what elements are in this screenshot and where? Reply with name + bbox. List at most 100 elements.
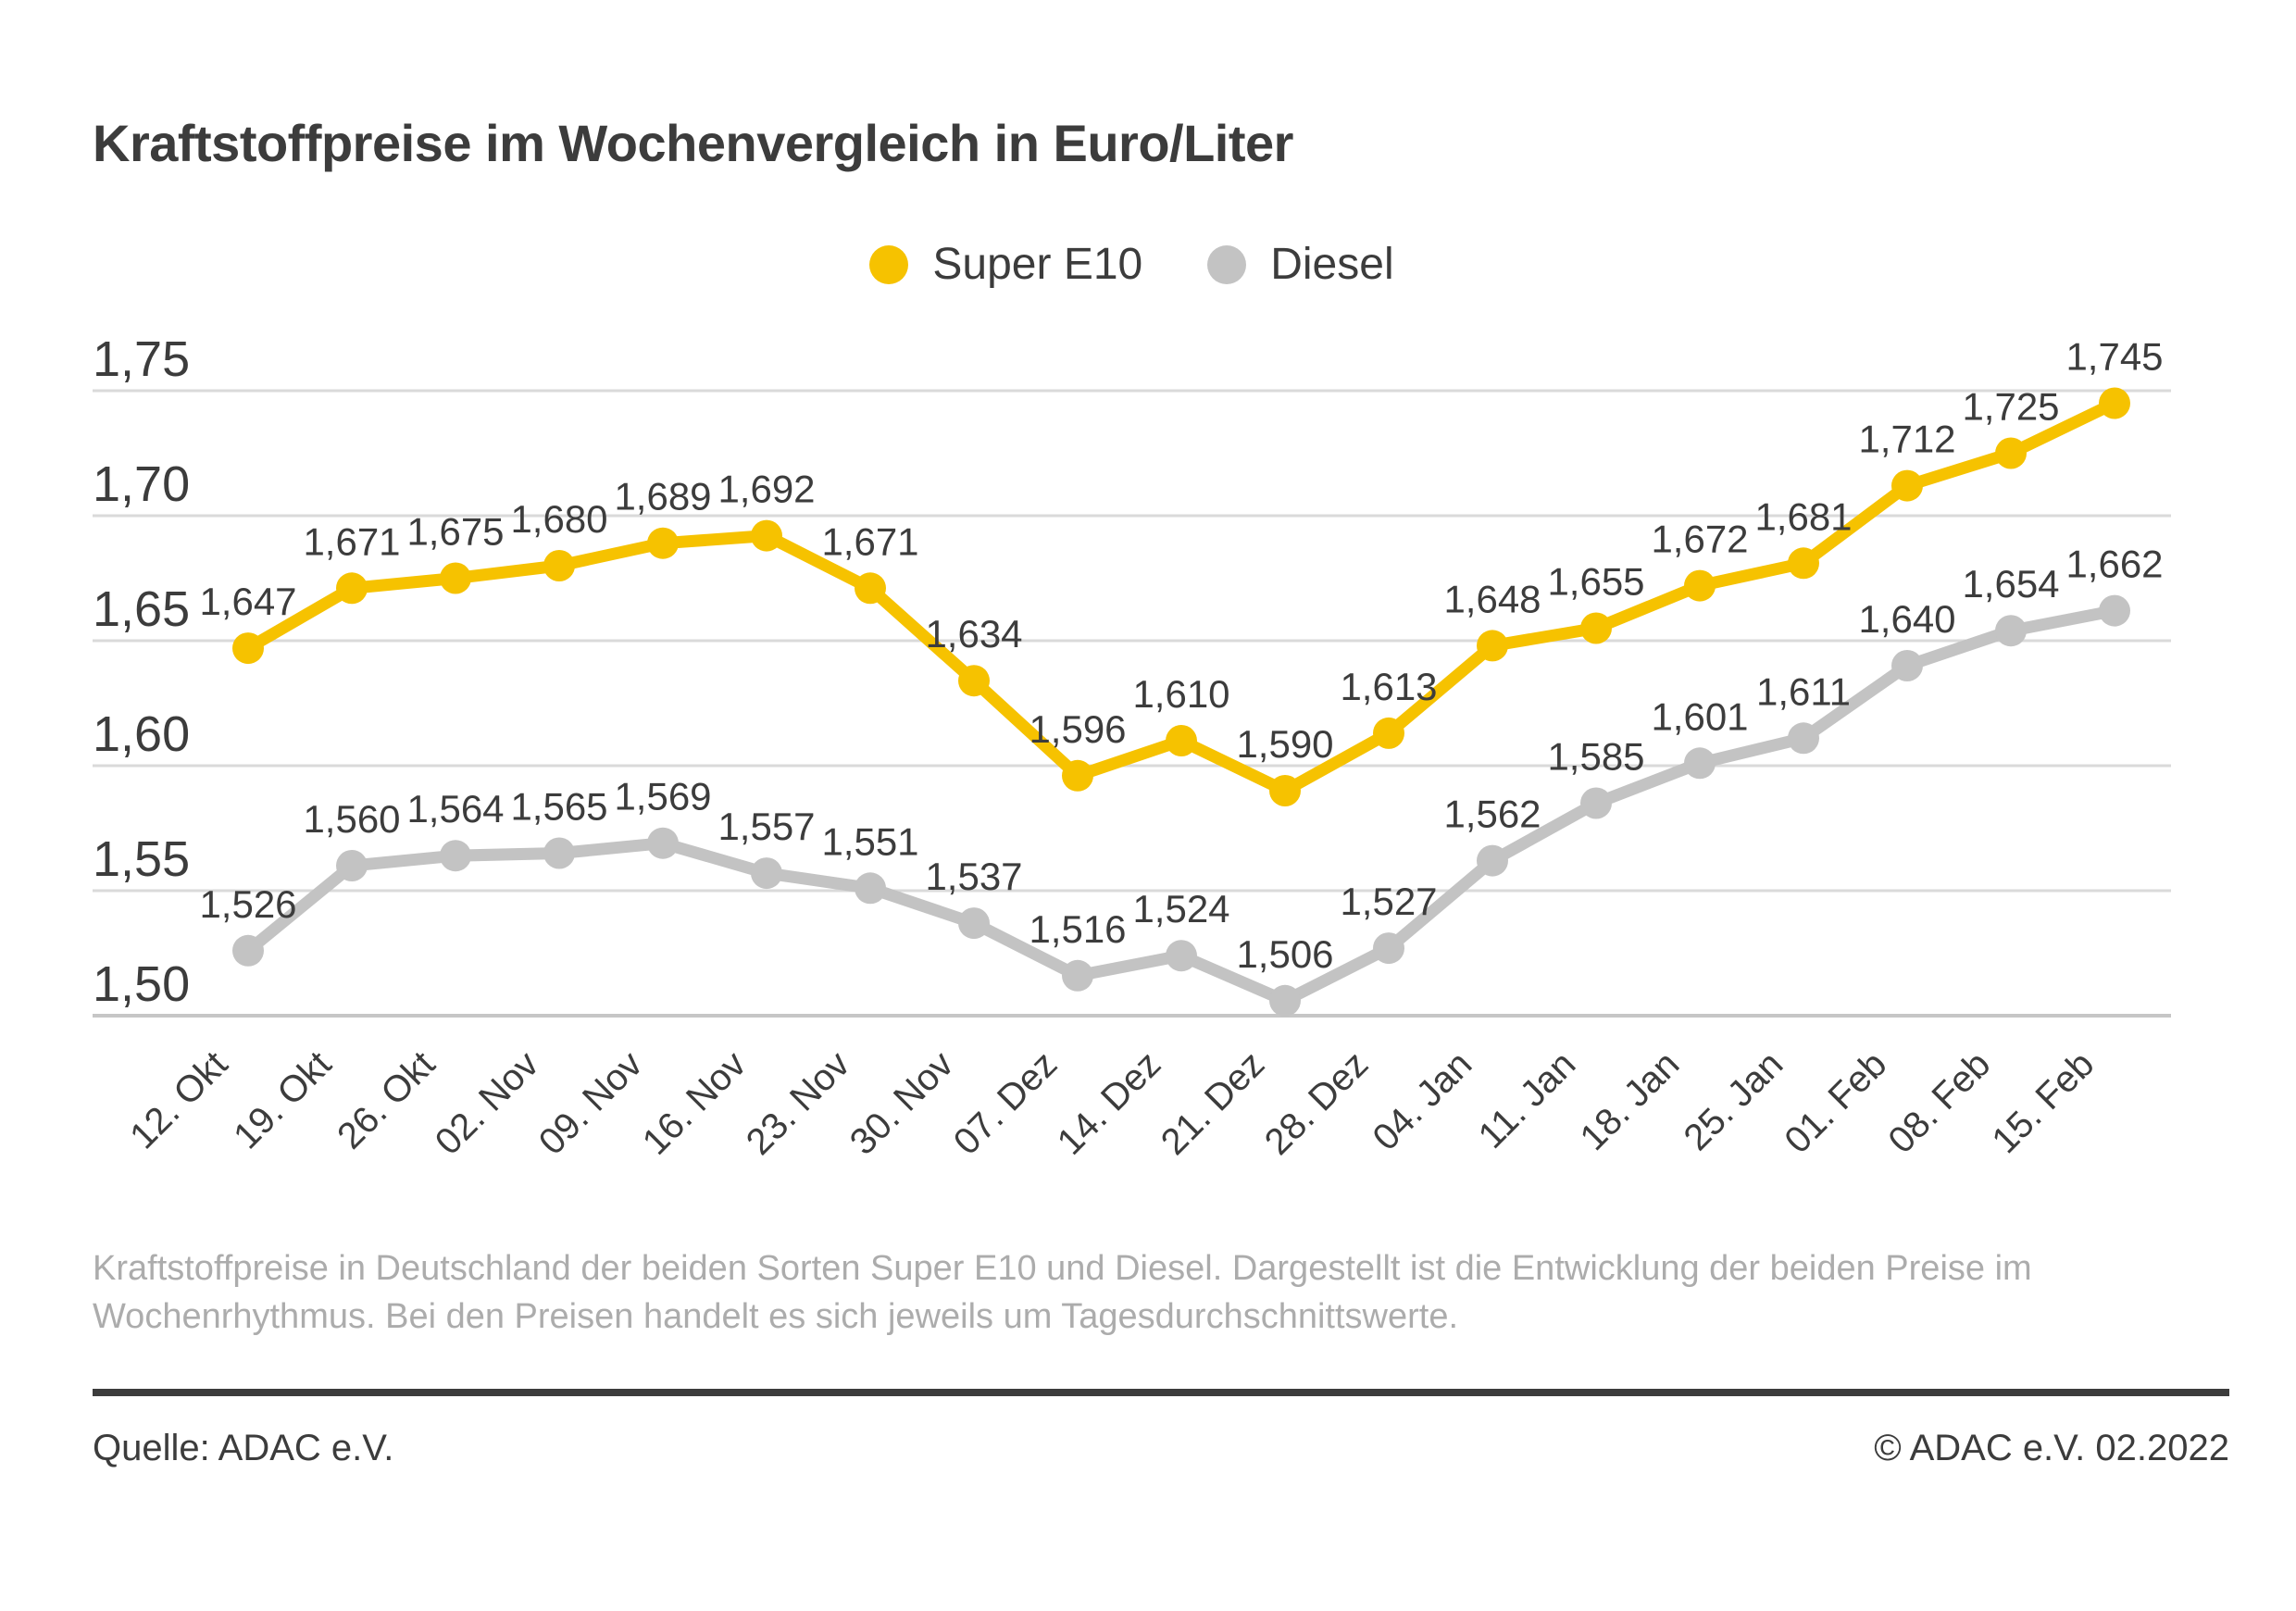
chart-legend: Super E10 Diesel xyxy=(93,239,2171,290)
diesel-data-point xyxy=(1062,959,1093,992)
super-e10-data-point xyxy=(958,665,990,697)
x-axis-tick-label: 12. Okt xyxy=(122,1043,235,1156)
diesel-value-label: 1,551 xyxy=(821,819,918,863)
legend-item-super-e10: Super E10 xyxy=(869,239,1142,290)
diesel-value-label: 1,537 xyxy=(925,855,1022,898)
super-e10-value-label: 1,692 xyxy=(718,468,815,511)
y-axis-tick-label: 1,70 xyxy=(93,456,190,512)
diesel-data-point xyxy=(1477,844,1508,877)
footer: Quelle: ADAC e.V. © ADAC e.V. 02.2022 xyxy=(93,1428,2229,1469)
diesel-value-label: 1,560 xyxy=(303,797,400,841)
super-e10-data-point xyxy=(751,519,782,552)
super-e10-data-point xyxy=(2099,387,2130,419)
diesel-data-point xyxy=(1166,940,1197,972)
x-axis-tick-label: 21. Dez xyxy=(1154,1043,1273,1163)
x-axis-tick-label: 15. Feb xyxy=(1984,1043,2102,1161)
diesel-series-dot-icon xyxy=(1207,244,1247,284)
super-e10-data-point xyxy=(543,550,575,581)
diesel-value-label: 1,565 xyxy=(510,785,607,829)
x-axis-tick-label: 30. Nov xyxy=(842,1043,962,1163)
diesel-data-point xyxy=(543,837,575,869)
caption-line-1: Kraftstoffpreise in Deutschland der beid… xyxy=(93,1249,2032,1288)
super-e10-data-point xyxy=(1477,630,1508,662)
source-credit: Quelle: ADAC e.V. xyxy=(93,1428,394,1468)
super-e10-data-point xyxy=(647,527,679,559)
x-axis-tick-label: 01. Feb xyxy=(1777,1043,1894,1161)
footer-divider xyxy=(93,1389,2229,1396)
diesel-data-point xyxy=(751,857,782,890)
super-e10-value-label: 1,596 xyxy=(1029,707,1126,751)
diesel-value-label: 1,601 xyxy=(1651,694,1748,738)
super-e10-data-point xyxy=(1373,717,1404,749)
diesel-value-label: 1,524 xyxy=(1132,887,1229,930)
diesel-data-point xyxy=(647,827,679,859)
diesel-data-point xyxy=(1788,722,1819,755)
diesel-value-label: 1,562 xyxy=(1443,793,1541,836)
diesel-data-point xyxy=(1891,650,1923,681)
x-axis-tick-label: 25. Jan xyxy=(1676,1043,1791,1158)
y-axis-tick-label: 1,65 xyxy=(93,581,190,637)
y-axis-tick-label: 1,55 xyxy=(93,831,190,887)
diesel-value-label: 1,527 xyxy=(1340,880,1437,923)
diesel-data-point xyxy=(1684,747,1716,780)
super-e10-value-label: 1,634 xyxy=(925,612,1022,656)
super-e10-value-label: 1,681 xyxy=(1754,494,1852,538)
diesel-value-label: 1,654 xyxy=(1962,562,2059,606)
chart-description: Kraftstoffpreise in Deutschland der beid… xyxy=(93,1244,2229,1341)
super-e10-data-point xyxy=(1684,569,1716,602)
super-e10-data-point xyxy=(440,562,471,594)
super-e10-data-point xyxy=(1166,725,1197,756)
diesel-data-point xyxy=(440,840,471,872)
super-e10-value-label: 1,689 xyxy=(614,475,711,518)
super-e10-data-point xyxy=(1995,437,2027,469)
super-e10-series-dot-icon xyxy=(869,244,909,284)
diesel-value-label: 1,557 xyxy=(718,805,815,848)
x-axis-tick-label: 19. Okt xyxy=(226,1043,339,1156)
y-axis-tick-label: 1,50 xyxy=(93,956,190,1012)
diesel-value-label: 1,569 xyxy=(614,775,711,818)
x-axis-tick-label: 26. Okt xyxy=(330,1043,443,1156)
copyright: © ADAC e.V. 02.2022 xyxy=(1874,1428,2229,1468)
x-axis-tick-label: 18. Jan xyxy=(1572,1043,1687,1158)
super-e10-data-point xyxy=(1891,469,1923,502)
super-e10-value-label: 1,610 xyxy=(1132,672,1229,716)
super-e10-value-label: 1,671 xyxy=(303,519,400,563)
x-axis-tick-label: 23. Nov xyxy=(739,1043,858,1163)
diesel-data-point xyxy=(1269,984,1301,1017)
x-axis-tick-label: 02. Nov xyxy=(428,1043,547,1163)
y-axis-tick-label: 1,75 xyxy=(93,331,190,387)
super-e10-value-label: 1,745 xyxy=(2065,335,2163,379)
x-axis-tick-label: 16. Nov xyxy=(635,1043,755,1163)
diesel-data-point xyxy=(855,872,886,905)
legend-item-diesel: Diesel xyxy=(1207,239,1394,290)
diesel-data-point xyxy=(1995,615,2027,647)
diesel-data-point xyxy=(2099,594,2130,627)
super-e10-data-point xyxy=(232,632,264,665)
super-e10-value-label: 1,613 xyxy=(1340,665,1437,708)
x-axis-tick-label: 07. Dez xyxy=(946,1043,1066,1163)
diesel-data-point xyxy=(958,907,990,940)
x-axis-tick-label: 09. Nov xyxy=(531,1043,651,1163)
super-e10-value-label: 1,648 xyxy=(1443,577,1541,620)
super-e10-data-point xyxy=(1788,547,1819,580)
chart-title: Kraftstoffpreise im Wochenvergleich in E… xyxy=(93,114,1293,172)
y-axis-tick-label: 1,60 xyxy=(93,706,190,762)
diesel-value-label: 1,506 xyxy=(1236,932,1333,976)
diesel-value-label: 1,640 xyxy=(1858,597,1955,641)
super-e10-value-label: 1,655 xyxy=(1547,560,1644,604)
diesel-data-point xyxy=(232,934,264,967)
diesel-value-label: 1,516 xyxy=(1029,907,1126,951)
super-e10-value-label: 1,647 xyxy=(199,580,296,623)
super-e10-value-label: 1,672 xyxy=(1651,518,1748,561)
legend-label-super-e10: Super E10 xyxy=(932,240,1143,289)
diesel-value-label: 1,662 xyxy=(2065,543,2163,586)
diesel-data-point xyxy=(1580,787,1612,819)
diesel-value-label: 1,611 xyxy=(1756,669,1851,713)
super-e10-data-point xyxy=(855,572,886,605)
diesel-data-point xyxy=(336,850,368,881)
super-e10-value-label: 1,590 xyxy=(1236,722,1333,766)
super-e10-value-label: 1,675 xyxy=(406,510,504,554)
diesel-value-label: 1,564 xyxy=(406,787,504,830)
